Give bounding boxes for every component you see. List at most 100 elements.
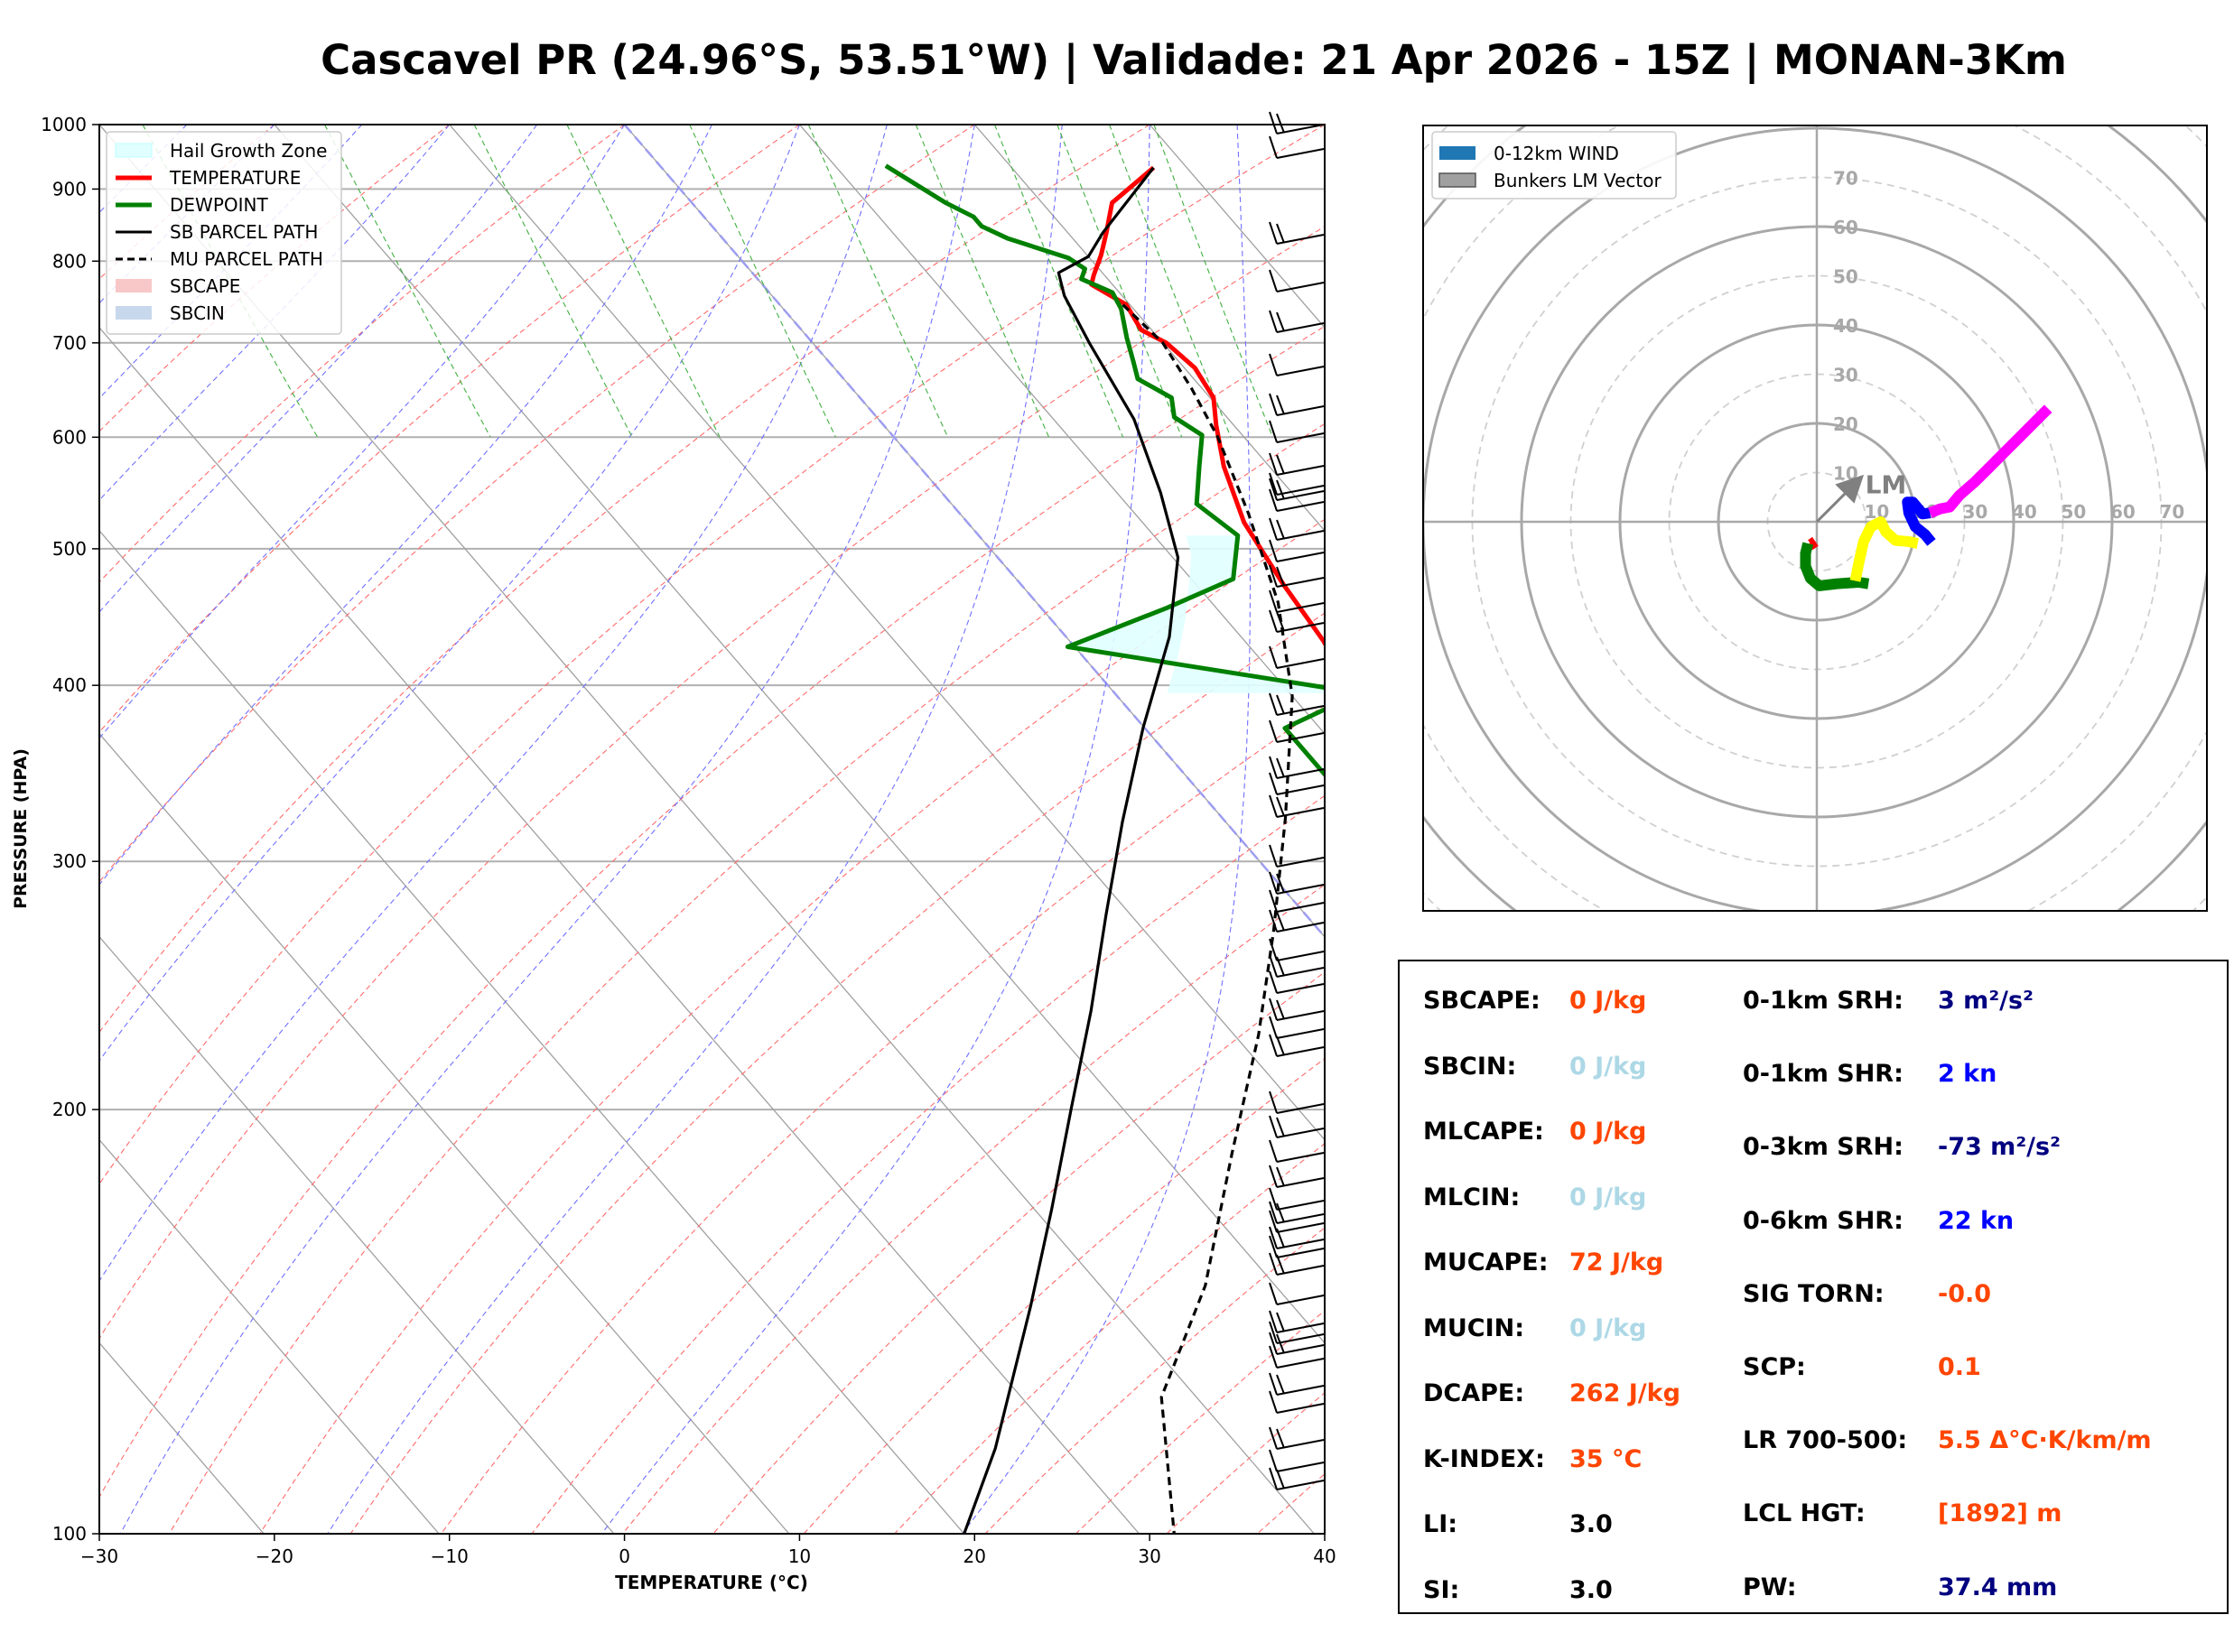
dry-adiabat (168, 422, 1325, 1534)
moist-adiabat (99, 125, 626, 739)
isotherm-line (99, 1341, 265, 1534)
stat-value: 3 m²/s² (1938, 987, 2034, 1015)
wind-barb-flag (1269, 488, 1278, 512)
mixing-ratio-line (324, 125, 491, 438)
wind-barb (1269, 478, 1325, 501)
wind-barb (1269, 794, 1325, 818)
hodograph-frame (1422, 125, 2208, 912)
wind-barb-flag (1269, 221, 1278, 245)
wind-barb-flag (1269, 909, 1278, 933)
mixing-ratio-line (689, 125, 836, 438)
wind-barb-flag (1269, 517, 1278, 541)
wind-barb-flag (1269, 1115, 1278, 1138)
wind-barb-staff (1276, 658, 1325, 669)
wind-barb (1269, 1235, 1325, 1258)
wind-barb (1269, 998, 1325, 1021)
wind-barb-flag (1276, 223, 1285, 244)
mixing-ratio-line (915, 125, 1050, 438)
dry-adiabat (99, 125, 800, 733)
legend-label: SB PARCEL PATH (170, 221, 318, 243)
wind-barb-flag (1276, 1469, 1285, 1490)
isotherm-line (1149, 125, 1325, 329)
mixing-ratio-line (1056, 125, 1183, 438)
stat-value: 262 J/kg (1569, 1379, 1680, 1407)
stat-label: MLCIN: (1423, 1183, 1521, 1211)
wind-barb-flag (1269, 539, 1278, 562)
wind-barb-flag (1269, 1321, 1278, 1344)
wind-barb-staff (1276, 1403, 1325, 1414)
wind-barb (1269, 221, 1325, 245)
wind-barb (1269, 472, 1325, 496)
wind-barb-staff (1276, 1333, 1325, 1344)
mixing-ratio-line (473, 125, 633, 438)
moist-adiabat (327, 125, 1063, 1534)
isotherm-line (1325, 125, 1345, 1534)
wind-barb (1269, 564, 1325, 588)
dry-adiabat (99, 125, 275, 280)
stat-label: 0-3km SRH: (1743, 1133, 1904, 1162)
stat-value: 5.5 Δ°C·K/km/m (1938, 1426, 2152, 1455)
y-tick-label: 200 (52, 1099, 87, 1120)
wind-barb-staff (1276, 1200, 1325, 1211)
legend-box (1431, 131, 1677, 200)
wind-barb (1269, 954, 1325, 978)
wind-barb-flag (1276, 519, 1285, 540)
wind-barb (1269, 1226, 1325, 1249)
wind-barb-flag (1276, 113, 1285, 134)
wind-barb-flag (1276, 479, 1285, 500)
wind-barb-flag (1276, 956, 1285, 977)
hodograph-ring-label: 70 (1833, 168, 1858, 190)
hodograph-trace (1928, 404, 2052, 518)
hodograph-ring-label: 40 (1833, 315, 1858, 337)
wind-barb (1269, 871, 1325, 895)
stat-label: SCP: (1743, 1353, 1806, 1381)
wind-barb-flag (1269, 1235, 1278, 1258)
wind-barb (1269, 353, 1325, 376)
wind-barb (1269, 1310, 1325, 1333)
isotherm-line (99, 1138, 440, 1534)
x-tick-label: 0 (619, 1545, 630, 1567)
moist-adiabat (99, 125, 275, 304)
legend-swatch (116, 279, 152, 292)
wind-barb-staff (1276, 1222, 1325, 1233)
wind-barb (1269, 539, 1325, 562)
wind-barb-flag (1276, 796, 1285, 817)
wind-barb (1269, 1210, 1325, 1233)
stat-label: SBCIN: (1423, 1052, 1517, 1081)
wind-barb-flag (1269, 589, 1278, 613)
x-tick-label: 40 (1313, 1545, 1336, 1567)
x-tick-label: 10 (788, 1545, 811, 1567)
wind-barb-flag (1269, 938, 1278, 961)
stat-label: LR 700-500: (1743, 1426, 1908, 1455)
hail-growth-zone-fill (1067, 535, 1325, 693)
skewt-y-axis-label: PRESSURE (HPA) (11, 748, 31, 909)
wind-barb-flag (1269, 889, 1278, 913)
wind-barb-flag (1269, 111, 1278, 135)
wind-barb (1269, 1321, 1325, 1344)
isotherm-line (274, 125, 1325, 1344)
moist-adiabat (962, 125, 1252, 1534)
hodograph-ring-label: 40 (2012, 501, 2037, 523)
stat-label: PW: (1743, 1573, 1797, 1601)
hodograph-ring-label: 60 (2110, 501, 2136, 523)
mu-parcel-path-line (1122, 303, 1294, 1534)
wind-barb-staff (1276, 1028, 1325, 1039)
hodograph-ring-label: 50 (2062, 501, 2087, 523)
dry-adiabat (349, 612, 1325, 1534)
wind-barb-flag (1269, 645, 1278, 669)
stat-value: 22 kn (1938, 1206, 2015, 1235)
legend-swatch (1438, 172, 1476, 188)
wind-barb (1269, 1426, 1325, 1450)
legend-swatch (1439, 146, 1475, 160)
isotherm-line (99, 529, 965, 1534)
wind-barb-flag (1276, 1117, 1285, 1137)
y-tick-label: 300 (52, 850, 87, 872)
mixing-ratio-line (1153, 125, 1274, 438)
wind-barb (1269, 269, 1325, 292)
wind-barb-flag (1269, 1332, 1278, 1355)
hodograph-ring-label: 60 (1833, 217, 1858, 238)
stat-label: DCAPE: (1423, 1379, 1525, 1407)
stat-value: 35 °C (1569, 1444, 1643, 1473)
wind-barb (1269, 756, 1325, 779)
